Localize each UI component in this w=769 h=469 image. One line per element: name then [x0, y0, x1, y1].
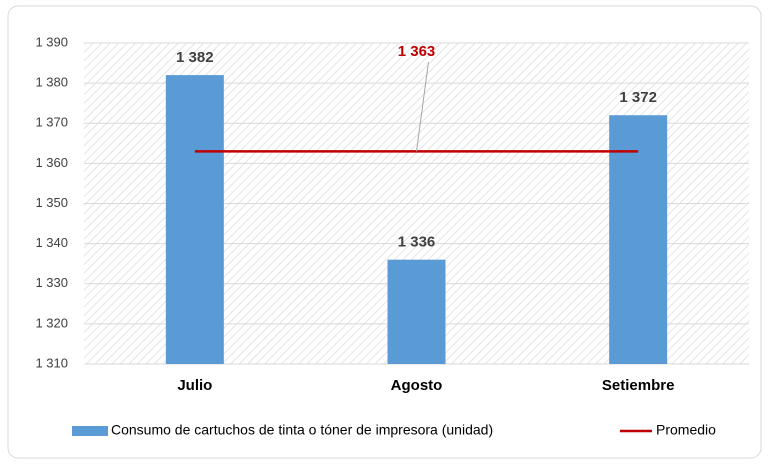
x-tick-label: Setiembre [602, 377, 675, 394]
bar [165, 75, 224, 364]
y-tick-label: 1 310 [35, 355, 68, 370]
x-tick-label: Julio [177, 377, 212, 394]
data-label: 1 336 [398, 234, 436, 251]
y-tick-label: 1 320 [35, 315, 68, 330]
y-tick-label: 1 360 [35, 155, 68, 170]
y-tick-label: 1 390 [35, 34, 68, 49]
data-label: 1 372 [619, 89, 657, 106]
y-tick-label: 1 330 [35, 275, 68, 290]
y-tick-label: 1 380 [35, 75, 68, 90]
y-tick-label: 1 350 [35, 195, 68, 210]
y-tick-label: 1 340 [35, 235, 68, 250]
bar [609, 115, 668, 364]
bar [387, 259, 446, 364]
legend-label: Promedio [656, 422, 716, 438]
legend-swatch [72, 426, 108, 436]
x-tick-label: Agosto [391, 377, 443, 394]
y-tick-label: 1 370 [35, 115, 68, 130]
data-label: 1 382 [176, 49, 214, 66]
data-label: 1 363 [398, 43, 436, 60]
leader-line [416, 61, 429, 152]
legend-label: Consumo de cartuchos de tinta o tóner de… [111, 422, 493, 438]
